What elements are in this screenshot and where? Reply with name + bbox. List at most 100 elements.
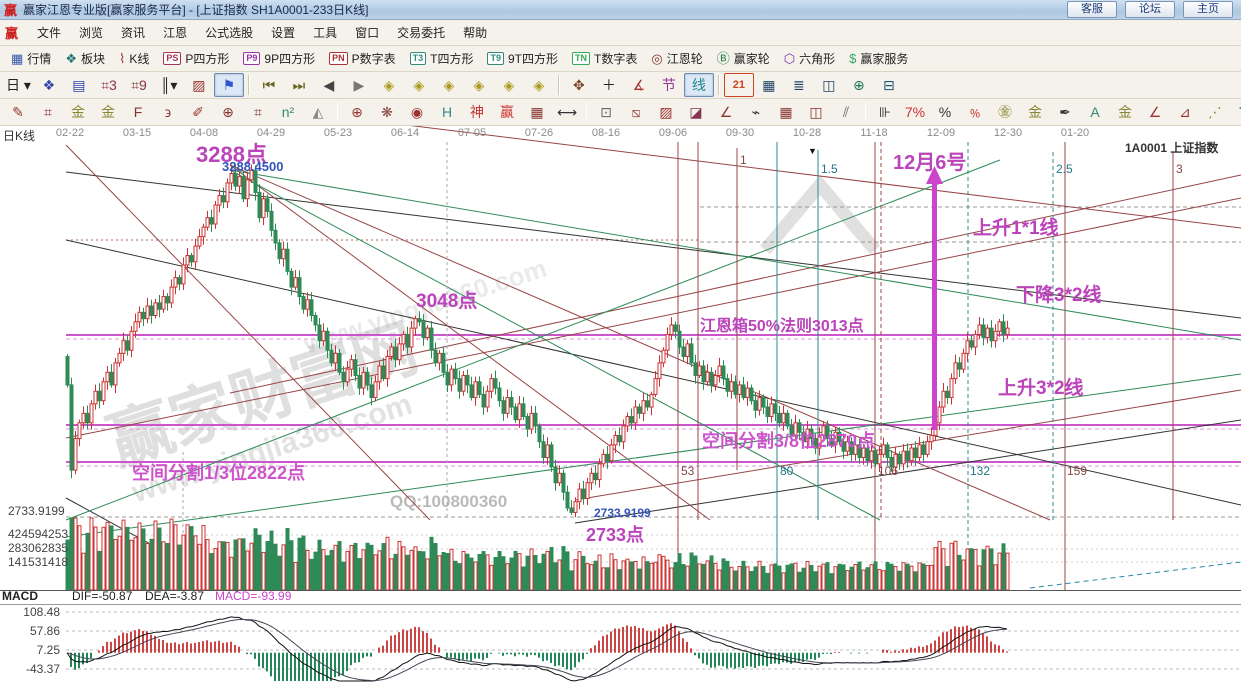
toolbar-item-六角形[interactable]: ⬡ 六角形 (777, 48, 842, 69)
titlebar-button-主页[interactable]: 主页 (1183, 1, 1233, 18)
toolbar-item-P数字表[interactable]: PN P数字表 (322, 48, 403, 69)
menu-item-江恩[interactable]: 江恩 (163, 26, 188, 40)
kline-chart[interactable] (0, 126, 1241, 683)
zoom-left-icon[interactable]: ◈ (383, 76, 395, 93)
grid-tool-icon[interactable]: ▦ (530, 103, 544, 120)
toolbar-item-T数字表[interactable]: TN T数字表 (565, 48, 644, 69)
gold-line-icon[interactable]: 金 (1028, 104, 1042, 120)
calendar-icon[interactable]: 21 (723, 73, 754, 97)
PS-badge-icon: PS (163, 52, 182, 65)
line-tool-icon[interactable]: 线 (683, 73, 714, 97)
zoom-expand-icon[interactable]: ◈ (533, 76, 545, 93)
flat-a-icon[interactable]: A (1090, 104, 1100, 120)
info-panel-icon[interactable]: ▤ (72, 76, 86, 93)
menu-item-设置[interactable]: 设置 (271, 26, 296, 40)
menu-item-文件[interactable]: 文件 (37, 26, 62, 40)
fibonacci-icon[interactable]: F (133, 104, 143, 120)
pen-tool-icon[interactable]: ✎ (12, 103, 24, 120)
square-number-icon[interactable]: n² (281, 104, 295, 120)
gann-box-icon[interactable]: ▨ (192, 76, 206, 93)
time-ruler-icon[interactable]: ⌗ (44, 103, 52, 120)
h-marker-icon[interactable]: Η (441, 104, 453, 120)
gann-compass-icon[interactable]: ⊕ (351, 103, 363, 120)
notes-icon[interactable]: ≣ (793, 76, 805, 93)
ying-tool-icon[interactable]: 赢 (500, 104, 514, 120)
bars-3-icon[interactable]: ⌗3 (101, 76, 117, 93)
angle-measure-icon[interactable]: ∡ (632, 76, 646, 93)
gold-ratio-icon[interactable]: 金 (71, 104, 85, 120)
menu-item-公式选股[interactable]: 公式选股 (205, 26, 254, 40)
menu-item-资讯[interactable]: 资讯 (121, 26, 146, 40)
zoom-in-icon[interactable]: ◈ (473, 76, 485, 93)
toolbar-item-9P四方形[interactable]: P9 9P四方形 (236, 48, 322, 69)
brush-tool-icon[interactable]: ✐ (192, 103, 204, 120)
shaded-box-icon[interactable]: ▨ (659, 103, 673, 120)
horizontal-span-icon[interactable]: ⟷ (556, 103, 578, 120)
gold-angle-icon[interactable]: 金 (1118, 104, 1132, 120)
toolbar-item-T四方形[interactable]: T3 T四方形 (403, 48, 481, 69)
box-tool-icon[interactable]: ⊡ (600, 103, 612, 120)
zoom-both-icon[interactable]: ◈ (443, 76, 455, 93)
angle-shape-icon[interactable]: ◭ (312, 103, 324, 120)
split-box-icon[interactable]: ◫ (809, 103, 823, 120)
spiral-icon[interactable]: ϶ (164, 104, 172, 120)
toolbar-item-赢家轮[interactable]: Ⓑ 赢家轮 (710, 48, 777, 69)
period-selector[interactable]: 日 ▾ (6, 77, 31, 93)
trade-cart-icon[interactable]: ⊟ (883, 76, 895, 93)
zigzag-icon[interactable]: ⌁ (751, 103, 761, 120)
menu-item-浏览[interactable]: 浏览 (79, 26, 104, 40)
price-ruler-icon[interactable]: ⌗ (254, 103, 262, 120)
titlebar-button-论坛[interactable]: 论坛 (1125, 1, 1175, 18)
gold-circle-icon[interactable]: ㊎ (998, 104, 1012, 120)
toolbar-item-label: 江恩轮 (666, 52, 703, 66)
menu-item-窗口[interactable]: 窗口 (355, 26, 380, 40)
save-icon[interactable]: ◫ (822, 76, 836, 93)
ray-fan-icon[interactable]: ⧅ (631, 103, 641, 120)
toolbar-item-赢家服务[interactable]: $ 赢家服务 (842, 48, 915, 69)
percent-line-icon[interactable]: ﹪ (968, 104, 982, 120)
network-icon[interactable]: ❖ (42, 76, 56, 93)
zoom-right-icon[interactable]: ◈ (413, 76, 425, 93)
zoom-star-icon[interactable]: ◈ (503, 76, 515, 93)
gold-ratio2-icon[interactable]: 金 (101, 104, 115, 120)
toolbar-item-板块[interactable]: ❖ 板块 (58, 48, 112, 69)
advance-icon[interactable]: ⋰ (1208, 103, 1222, 120)
scale-icon[interactable]: ⊪ (878, 103, 892, 120)
retreat-icon[interactable]: ⋱ (1230, 100, 1241, 124)
crosshair-tool-icon[interactable]: ＋ (601, 77, 616, 93)
grid2-icon[interactable]: ▦ (779, 103, 793, 120)
percent7-icon[interactable]: 7% (904, 104, 926, 120)
candle-style-selector[interactable]: ║▾ (160, 76, 178, 93)
toolbar-item-9T四方形[interactable]: T9 9T四方形 (480, 48, 565, 69)
titlebar-button-客服[interactable]: 客服 (1067, 1, 1117, 18)
marker-pen-icon[interactable]: ✒ (1059, 103, 1071, 120)
menu-item-帮助[interactable]: 帮助 (463, 26, 488, 40)
trend-angle-icon[interactable]: ∠ (1148, 103, 1162, 120)
draw-flag-icon[interactable]: ⚑ (213, 73, 244, 97)
export-icon[interactable]: ⊕ (853, 76, 865, 93)
next-bar-icon[interactable]: ▶ (353, 76, 365, 93)
festival-marker-icon[interactable]: 节 (661, 77, 676, 93)
last-bar-icon[interactable]: ⏭ (292, 76, 306, 93)
parallel-lines-icon[interactable]: ⫽ (842, 103, 850, 120)
menu-item-交易委托[interactable]: 交易委托 (397, 26, 446, 40)
percent-icon[interactable]: % (938, 104, 952, 120)
toolbar-item-P四方形[interactable]: PS P四方形 (156, 48, 236, 69)
toolbar-item-K线[interactable]: ⌇ K线 (112, 48, 156, 69)
menu-item-工具[interactable]: 工具 (313, 26, 338, 40)
angle-line-icon[interactable]: ∠ (719, 103, 733, 120)
toolbar-item-江恩轮[interactable]: ◎ 江恩轮 (644, 48, 709, 69)
prev-bar-icon[interactable]: ◀ (323, 76, 335, 93)
hand-tool-icon[interactable]: ✥ (573, 76, 585, 93)
gann-circle-icon[interactable]: ◉ (410, 103, 424, 120)
half-box-icon[interactable]: ◪ (689, 103, 703, 120)
first-bar-icon[interactable]: ⏮ (262, 76, 276, 93)
time-circle-icon[interactable]: ⊕ (222, 103, 234, 120)
toolbar-item-行情[interactable]: ▦ 行情 (4, 48, 58, 69)
P9-badge-icon: P9 (243, 52, 261, 65)
shen-tool-icon[interactable]: 神 (470, 104, 484, 120)
bars-9-icon[interactable]: ⌗9 (131, 76, 147, 93)
calculator-icon[interactable]: ▦ (762, 76, 776, 93)
speed-line-icon[interactable]: ⊿ (1179, 103, 1191, 120)
gann-star-icon[interactable]: ❋ (381, 103, 393, 120)
